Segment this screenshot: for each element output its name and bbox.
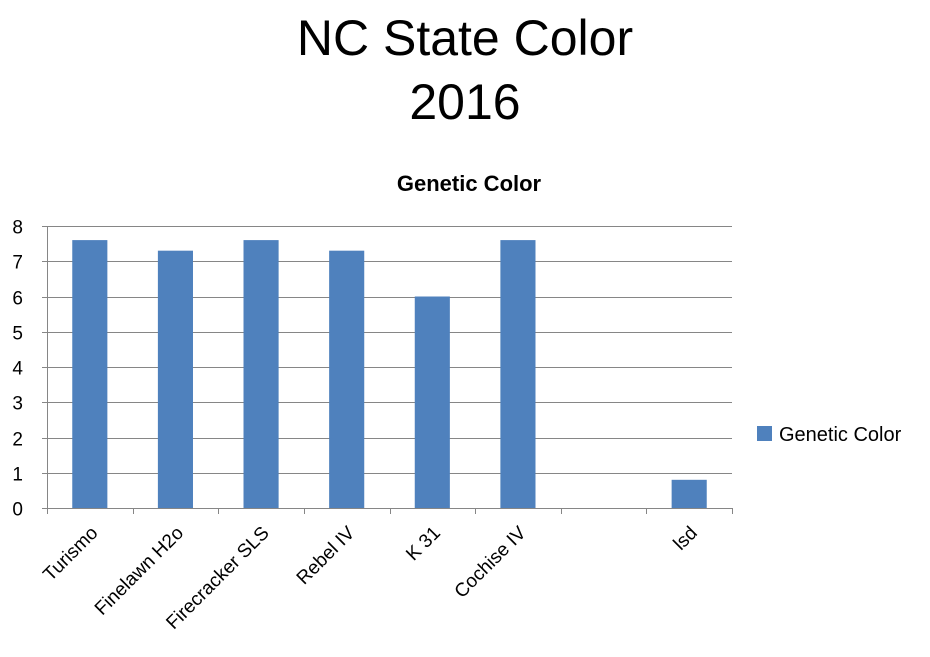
bar — [157, 250, 193, 509]
slide-title-line2: 2016 — [409, 74, 521, 130]
y-tick-label: 4 — [12, 359, 23, 380]
y-tick-label: 8 — [12, 218, 23, 239]
bar — [671, 479, 707, 508]
x-tick-label: Rebel IV — [293, 522, 360, 589]
chart-title: Genetic Color — [397, 171, 542, 196]
y-tick-label: 0 — [12, 500, 23, 521]
slide-title: NC State Color 2016 — [0, 6, 930, 134]
legend-swatch — [757, 426, 772, 441]
y-tick-label: 5 — [12, 324, 23, 345]
bar — [500, 240, 536, 508]
bar — [72, 240, 108, 508]
grid-lines — [47, 226, 732, 474]
bar — [414, 296, 450, 508]
y-tick-label: 3 — [12, 394, 23, 415]
bars — [72, 240, 707, 509]
y-tick-label: 6 — [12, 289, 23, 310]
x-tick-label: K 31 — [402, 523, 444, 565]
bar — [243, 240, 279, 508]
x-tick-label: Finelawn H2o — [91, 523, 188, 620]
y-tick-label: 1 — [12, 465, 23, 486]
x-tick-label: lsd — [670, 523, 702, 555]
legend-label: Genetic Color — [779, 424, 902, 446]
x-tick-label: Turismo — [39, 523, 102, 586]
x-tick-label: Cochise IV — [451, 522, 531, 602]
axes — [42, 226, 733, 514]
bar — [329, 250, 365, 509]
legend: Genetic Color — [757, 424, 902, 446]
y-tick-label: 2 — [12, 430, 23, 451]
y-tick-label: 7 — [12, 253, 23, 274]
slide-title-line1: NC State Color — [296, 10, 634, 66]
